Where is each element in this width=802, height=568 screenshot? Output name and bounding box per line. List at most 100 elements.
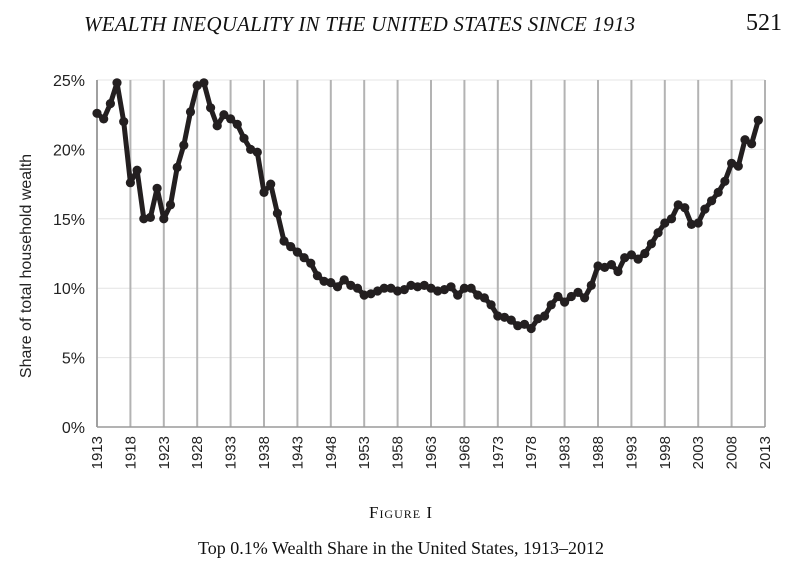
x-tick-label: 1963 <box>423 436 440 469</box>
x-tick-label: 1978 <box>523 436 540 469</box>
data-point <box>613 266 623 277</box>
data-point <box>693 218 703 228</box>
data-point <box>292 247 302 257</box>
y-tick-label: 20% <box>53 142 85 159</box>
y-tick-labels: 0% 5% 10% 15% 20% 25% <box>53 73 85 437</box>
x-tick-label: 1973 <box>490 436 507 469</box>
data-point <box>519 319 530 329</box>
y-tick-label: 0% <box>62 420 85 437</box>
data-point <box>753 115 763 125</box>
figure-label: Figure I <box>368 503 434 522</box>
y-tick-label: 5% <box>62 351 85 368</box>
data-point <box>633 254 643 264</box>
data-point <box>740 135 750 145</box>
data-point <box>700 204 710 214</box>
data-point <box>466 283 476 293</box>
data-point <box>646 239 657 249</box>
data-point <box>226 114 236 124</box>
data-point <box>720 176 730 186</box>
gridlines <box>96 79 766 427</box>
data-point <box>573 287 583 297</box>
data-point <box>707 196 717 206</box>
x-tick-label: 1968 <box>456 436 473 469</box>
line-chart: 0% 5% 10% 15% 20% 25% 1913 1918 1923 1928 1933 193… <box>18 73 774 469</box>
data-point <box>239 133 249 143</box>
data-point <box>680 203 690 213</box>
x-tick-labels: 1913 1918 1923 1928 1933 1938 1943 1948 1953 1958… <box>89 436 774 469</box>
data-point <box>580 293 590 303</box>
data-point <box>339 275 349 285</box>
data-point <box>145 212 155 222</box>
data-point <box>259 187 269 197</box>
x-tick-label: 1923 <box>156 436 173 469</box>
x-tick-label: 1983 <box>557 436 574 469</box>
data-point <box>165 200 176 210</box>
data-point <box>586 280 596 290</box>
x-tick-label: 2008 <box>724 436 741 469</box>
data-point <box>185 107 196 117</box>
y-tick-label: 10% <box>53 281 85 298</box>
x-tick-label: 1913 <box>89 436 106 469</box>
data-point <box>326 278 336 288</box>
data-point <box>479 293 489 303</box>
data-point <box>546 300 556 310</box>
data-point <box>486 300 496 310</box>
y-tick-label: 25% <box>53 73 85 90</box>
data-point <box>286 242 296 252</box>
series-line <box>94 80 761 331</box>
data-point <box>566 291 576 302</box>
data-point <box>446 282 456 292</box>
data-point <box>179 140 189 150</box>
data-point <box>125 178 135 188</box>
data-point <box>352 283 363 293</box>
data-point <box>279 236 289 246</box>
data-point <box>252 147 262 157</box>
axes <box>96 80 765 428</box>
data-point <box>713 187 723 197</box>
x-tick-label: 1998 <box>657 436 674 469</box>
data-point <box>506 315 516 325</box>
data-point <box>199 78 209 88</box>
data-point <box>212 121 222 131</box>
data-point <box>232 119 242 129</box>
data-point <box>92 108 102 118</box>
x-tick-label: 1938 <box>256 436 273 469</box>
data-point <box>666 214 677 224</box>
x-tick-label: 2003 <box>690 436 707 469</box>
page-number: 521 <box>746 10 782 36</box>
data-point <box>99 114 109 124</box>
x-tick-label: 1943 <box>289 436 306 469</box>
running-head: WEALTH INEQUALITY IN THE UNITED STATES S… <box>0 0 802 50</box>
data-point <box>626 250 637 260</box>
x-tick-label: 1928 <box>189 436 206 469</box>
x-tick-label: 1988 <box>590 436 607 469</box>
data-point <box>132 165 142 175</box>
x-tick-label: 1948 <box>323 436 340 469</box>
data-point <box>272 208 282 218</box>
data-point <box>332 282 343 292</box>
data-point <box>653 228 663 238</box>
data-point <box>152 183 162 193</box>
data-point <box>379 283 389 293</box>
data-point <box>606 260 617 270</box>
x-tick-label: 1993 <box>623 436 640 469</box>
data-point <box>105 99 115 109</box>
data-point <box>453 290 463 300</box>
x-tick-label: 1918 <box>122 436 139 469</box>
x-tick-label: 2013 <box>757 436 774 469</box>
running-head-title: WEALTH INEQUALITY IN THE UNITED STATES S… <box>84 12 636 36</box>
data-point <box>299 253 309 263</box>
data-point <box>206 103 216 113</box>
data-point <box>312 271 322 281</box>
data-point <box>526 323 536 334</box>
data-point <box>560 297 570 307</box>
x-tick-label: 1958 <box>390 436 407 469</box>
data-point <box>540 311 550 321</box>
data-point <box>660 218 670 228</box>
data-point <box>553 291 563 302</box>
y-axis-label: Share of total household wealth <box>18 154 35 378</box>
figure-caption: Top 0.1% Wealth Share in the United Stat… <box>198 538 604 558</box>
data-point <box>112 78 122 88</box>
data-point <box>306 258 316 268</box>
y-tick-label: 15% <box>53 212 85 229</box>
